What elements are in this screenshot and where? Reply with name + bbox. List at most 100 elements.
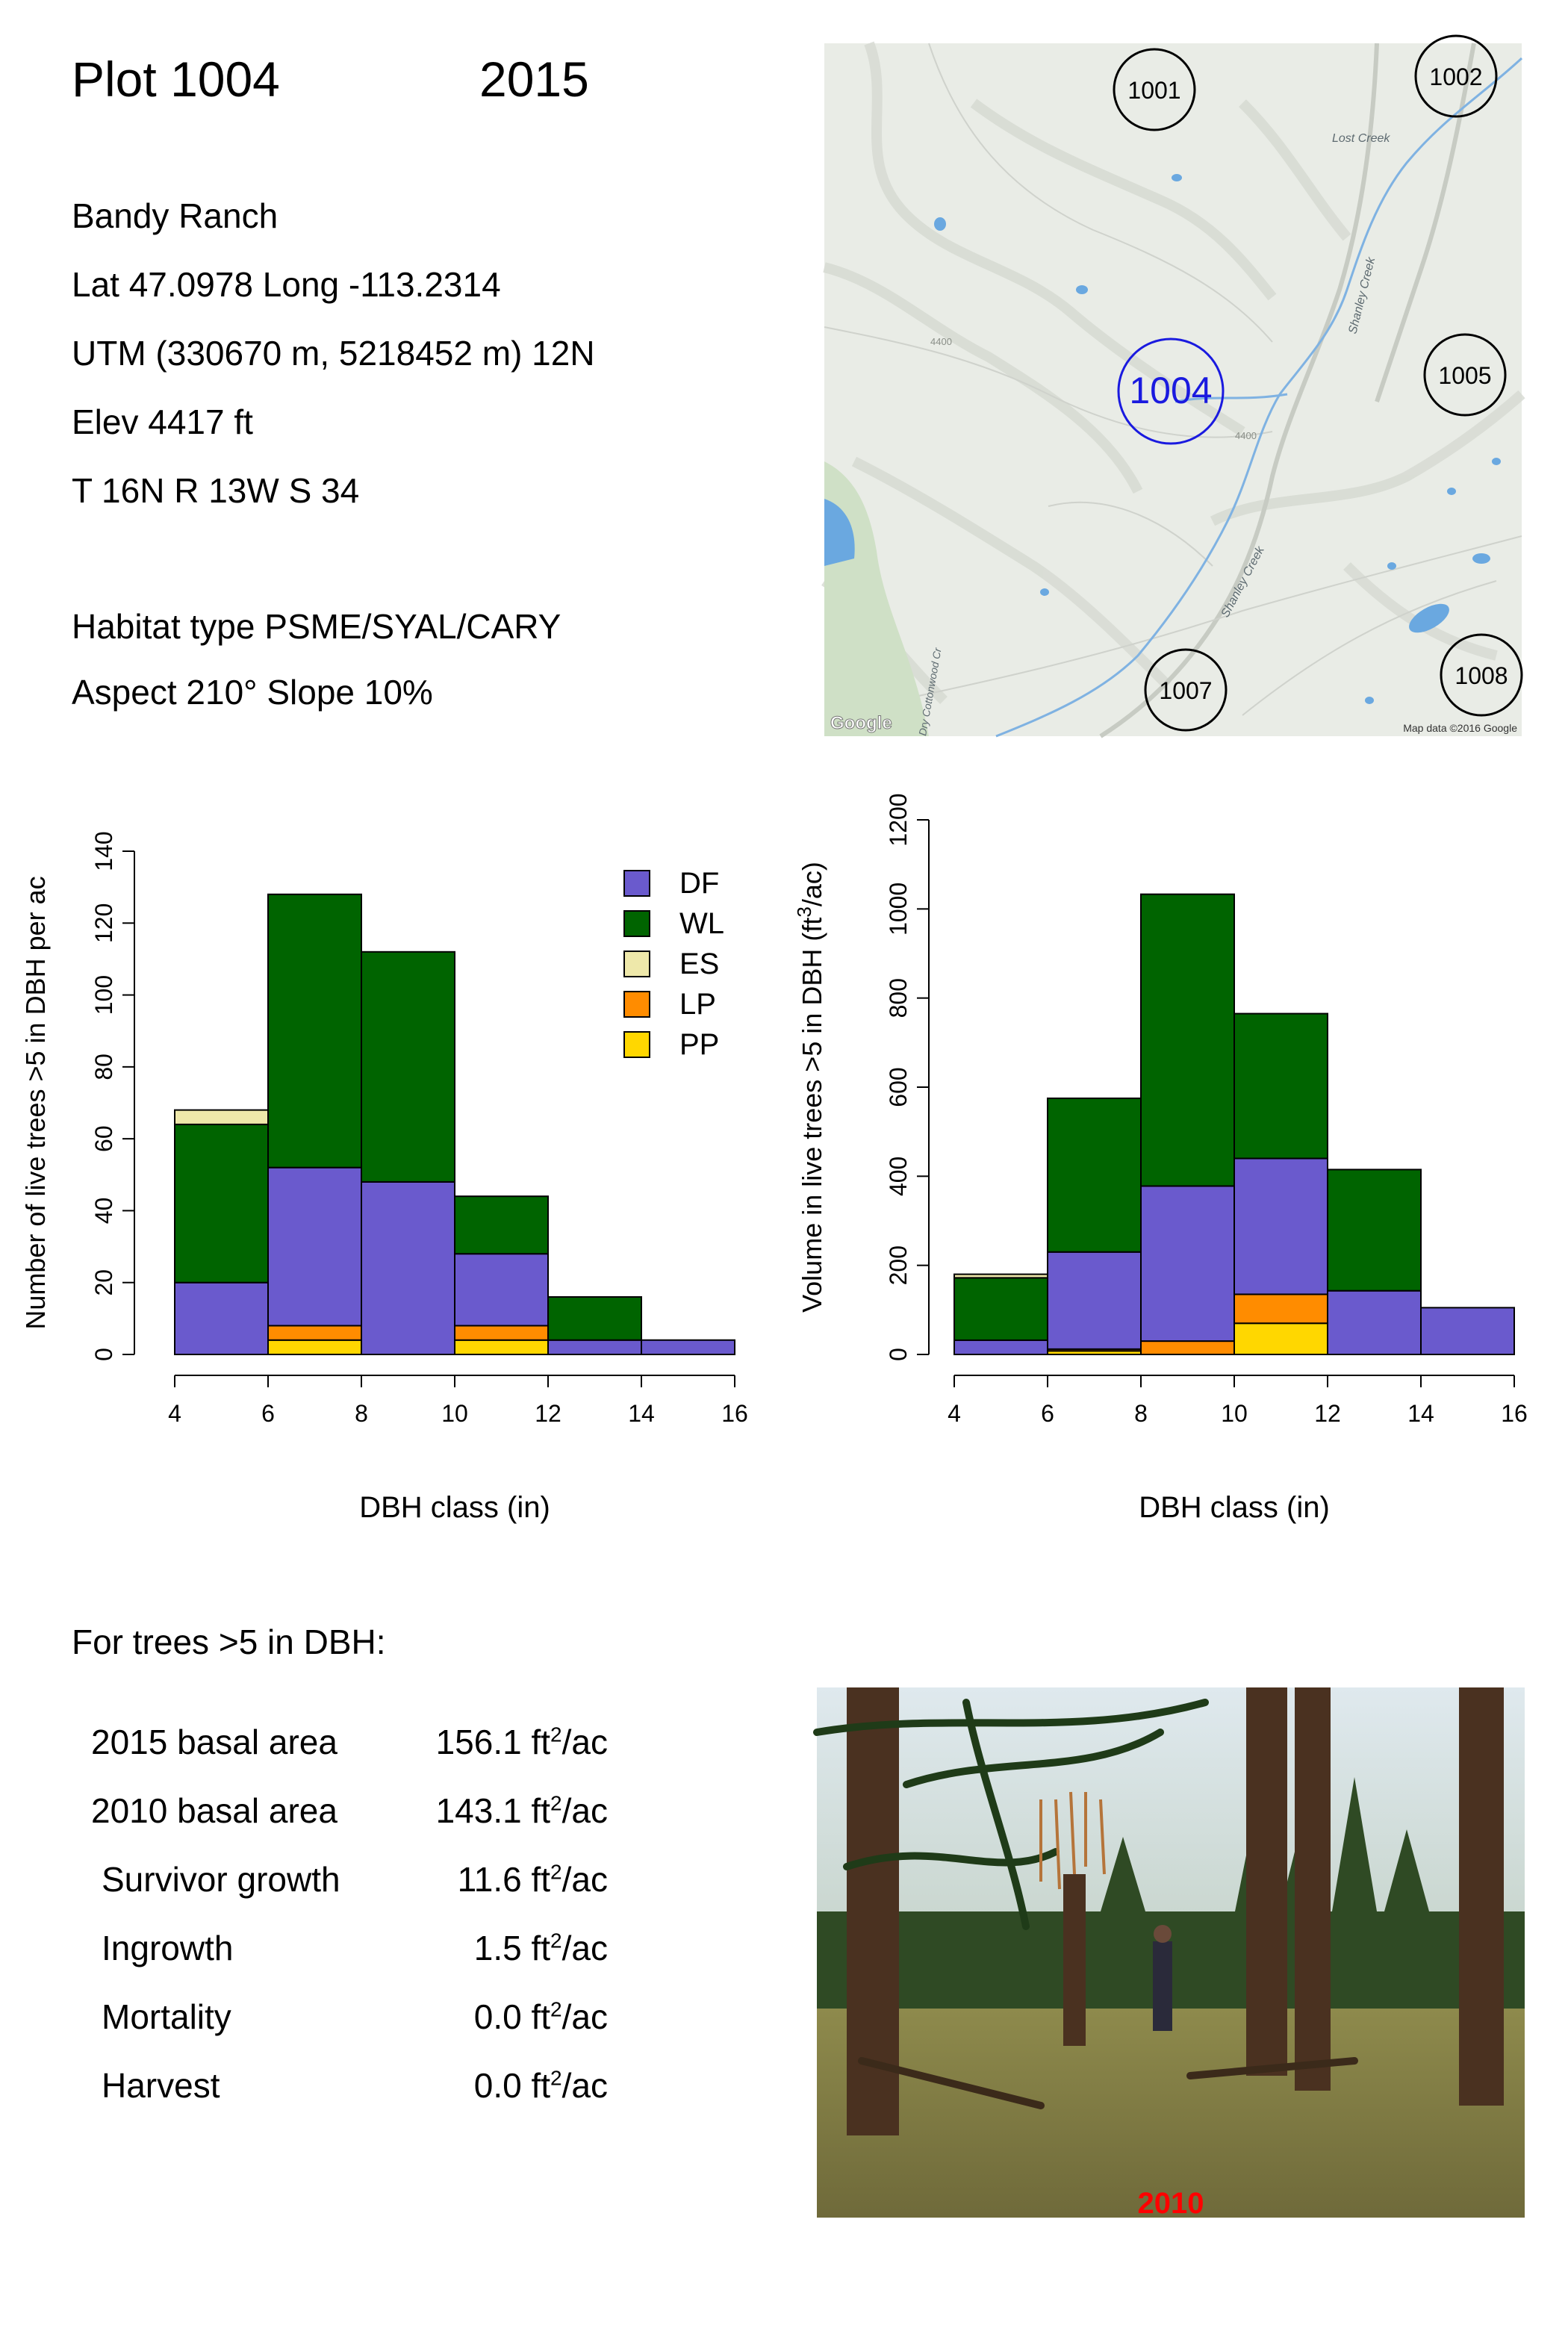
bar-segment-es (174, 1109, 269, 1125)
bar-segment-df (1233, 1157, 1328, 1295)
x-tick-label: 16 (1501, 1400, 1528, 1427)
x-tick-label: 8 (355, 1400, 368, 1427)
contour-label: 4400 (1235, 430, 1257, 441)
y-tick-label: 400 (885, 1157, 912, 1196)
bar-segment-wl (174, 1123, 269, 1284)
bar-segment-df (267, 1166, 362, 1327)
surveyor-head (1154, 1925, 1172, 1943)
y-tick-label: 100 (90, 975, 117, 1015)
bar-segment-df (174, 1281, 269, 1356)
y-tick-label: 0 (885, 1348, 912, 1361)
bar-segment-wl (1140, 893, 1235, 1187)
basal-heading: For trees >5 in DBH: (72, 1623, 386, 1661)
bar-segment-pp (267, 1339, 362, 1356)
plot-marker-label: 1001 (1127, 77, 1180, 104)
x-tick-label: 14 (1407, 1400, 1434, 1427)
reservoir (824, 499, 855, 566)
fallen-logs (858, 2057, 1358, 2109)
legend-label: WL (679, 907, 724, 940)
bar-segment-lp (454, 1325, 549, 1341)
x-tick-label: 6 (1041, 1400, 1054, 1427)
basal-row-label: Survivor growth (102, 1860, 340, 1899)
google-logo: Google (830, 713, 892, 733)
bar-segment-es (953, 1273, 1048, 1279)
x-tick-label: 12 (535, 1400, 561, 1427)
bar-segment-wl (361, 951, 455, 1183)
x-tick-label: 6 (261, 1400, 275, 1427)
bar-segment-df (1420, 1307, 1515, 1355)
plot-year: 2015 (479, 52, 589, 107)
x-tick-label: 16 (721, 1400, 748, 1427)
x-axis-label: DBH class (in) (1139, 1491, 1330, 1524)
bar-segment-df (641, 1339, 735, 1356)
utm-coordinates: UTM (330670 m, 5218452 m) 12N (72, 334, 595, 373)
x-tick-label: 12 (1314, 1400, 1341, 1427)
plot-photo[interactable]: 2010 (813, 1687, 1525, 2220)
current-plot-marker[interactable] (1117, 337, 1225, 445)
plot-marker[interactable] (1440, 633, 1523, 717)
surveyor-figure (1153, 1941, 1172, 2031)
bars (953, 893, 1515, 1356)
legend-swatch-df (623, 870, 650, 897)
x-tick-label: 10 (441, 1400, 468, 1427)
y-tick-label: 1200 (885, 793, 912, 846)
location-map[interactable]: Lost Creek Shanley Creek Shanley Creek D… (821, 34, 1525, 738)
photo-ground (817, 2009, 1525, 2218)
plot-marker-label: 1002 (1429, 63, 1482, 90)
axes: 4 6 8 10 12 14 16 0 200 400 600 800 1000 1200 (885, 793, 1528, 1427)
trees-per-acre-chart: 4 6 8 10 12 14 16 0 20 40 60 80 100 120 140 DBH class … (20, 831, 748, 1524)
bar-segment-wl (547, 1295, 642, 1341)
plot-marker[interactable] (1144, 648, 1228, 732)
basal-row-value: 143.1 ft2/ac (435, 1791, 608, 1830)
contour-lines (824, 43, 1522, 716)
bar-segment-df (454, 1253, 549, 1327)
legend: DF WL ES LP PP (623, 867, 724, 1061)
basal-row-label: 2015 basal area (91, 1723, 337, 1761)
y-tick-label: 20 (90, 1269, 117, 1296)
pine-branches (813, 1699, 1209, 1930)
y-tick-label: 200 (885, 1245, 912, 1285)
x-tick-label: 4 (948, 1400, 961, 1427)
basal-row-value: 156.1 ft2/ac (435, 1723, 608, 1761)
ponds (934, 174, 1501, 704)
tributary (1175, 393, 1288, 403)
lat-long: Lat 47.0978 Long -113.2314 (72, 265, 501, 304)
bar-segment-df (1140, 1185, 1235, 1343)
y-tick-label: 40 (90, 1198, 117, 1225)
x-tick-label: 14 (628, 1400, 655, 1427)
habitat-type: Habitat type PSME/SYAL/CARY (72, 607, 561, 646)
bar-segment-df (1047, 1251, 1142, 1350)
y-tick-label: 120 (90, 903, 117, 943)
bar-segment-df (361, 1180, 455, 1356)
y-tick-label: 60 (90, 1125, 117, 1152)
basal-row-label: Mortality (102, 1997, 231, 2036)
plot-marker-label: 1007 (1159, 677, 1212, 704)
plot-title: Plot 1004 (72, 52, 280, 107)
bar-segment-pp (1233, 1322, 1328, 1356)
plot-marker-label: 1005 (1438, 362, 1491, 389)
bar-segment-lp (1140, 1340, 1235, 1355)
bar-segment-pp (454, 1339, 549, 1356)
plot-marker[interactable] (1423, 333, 1507, 417)
township-range-section: T 16N R 13W S 34 (72, 471, 360, 510)
contour-label: 4400 (930, 336, 952, 347)
legend-label: LP (679, 988, 716, 1021)
y-axis-label: Number of live trees >5 in DBH per ac (20, 876, 51, 1329)
legend-swatch-es (623, 951, 650, 977)
y-tick-label: 0 (90, 1348, 117, 1361)
legend-label: PP (679, 1028, 719, 1061)
basal-row-value: 11.6 ft2/ac (457, 1860, 608, 1899)
x-tick-label: 10 (1221, 1400, 1248, 1427)
x-axis-label: DBH class (in) (359, 1491, 550, 1524)
legend-label: DF (679, 867, 719, 900)
elevation: Elev 4417 ft (72, 402, 253, 441)
bars (174, 893, 735, 1356)
streams (995, 57, 1523, 738)
plot-marker[interactable] (1414, 34, 1498, 118)
creek-label: Lost Creek (1332, 132, 1390, 145)
y-tick-label: 140 (90, 831, 117, 871)
bar-segment-wl (1233, 1012, 1328, 1160)
bar-segment-lp (1233, 1293, 1328, 1325)
plot-marker[interactable] (1113, 48, 1196, 131)
y-tick-label: 800 (885, 978, 912, 1018)
